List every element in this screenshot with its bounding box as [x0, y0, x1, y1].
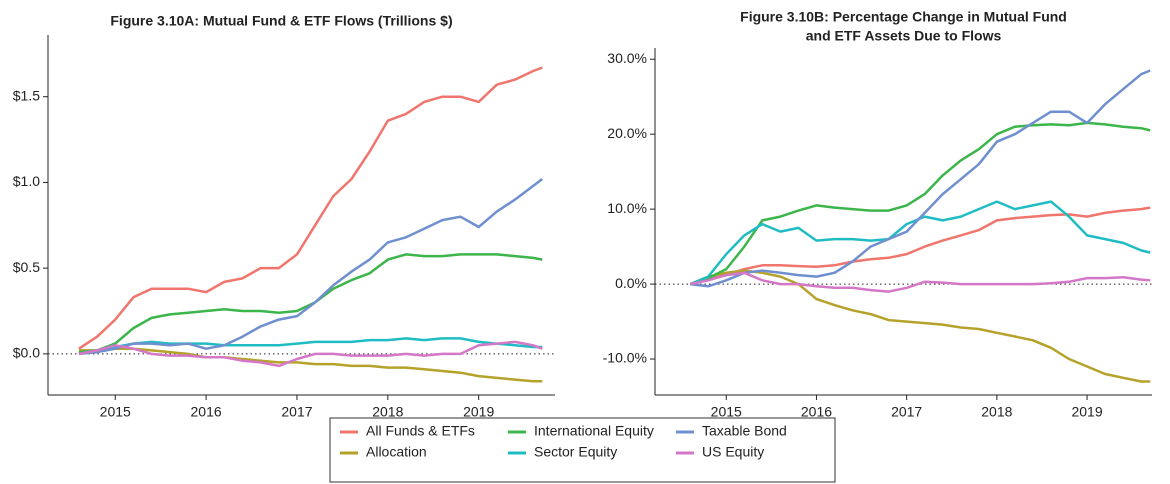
- series-line: [689, 200, 1151, 286]
- x-tick-label: 2019: [1071, 404, 1102, 420]
- x-tick-label: 2015: [100, 404, 131, 420]
- y-tick-label: $0.5: [13, 259, 40, 275]
- legend-box: [329, 417, 836, 483]
- legend-label: Allocation: [366, 444, 427, 460]
- legend-label: Taxable Bond: [702, 423, 787, 439]
- x-tick-label: 2015: [711, 404, 742, 420]
- y-tick-label: $0.0: [13, 345, 40, 361]
- x-tick-label: 2017: [281, 404, 312, 420]
- chart-title: and ETF Assets Due to Flows: [806, 28, 1002, 44]
- series-line: [690, 69, 1151, 288]
- series-line: [78, 340, 543, 368]
- chart-title: Figure 3.10B: Percentage Change in Mutua…: [740, 9, 1067, 25]
- series-line: [78, 337, 543, 356]
- y-tick-label: 10.0%: [607, 200, 647, 216]
- x-tick-label: 2016: [191, 404, 222, 420]
- y-tick-label: $1.0: [13, 173, 40, 189]
- y-tick-label: 20.0%: [607, 125, 647, 141]
- series-line: [78, 347, 543, 383]
- series-line: [689, 206, 1151, 286]
- series-line: [689, 269, 1151, 383]
- legend-label: Sector Equity: [534, 444, 617, 460]
- x-tick-label: 2018: [981, 404, 1012, 420]
- series-line: [78, 253, 543, 354]
- legend-label: US Equity: [702, 444, 764, 460]
- y-tick-label: 0.0%: [615, 275, 647, 291]
- x-tick-label: 2016: [801, 404, 832, 420]
- series-line: [689, 121, 1151, 286]
- x-tick-label: 2018: [372, 404, 403, 420]
- series-line: [78, 178, 544, 356]
- chart-title: Figure 3.10A: Mutual Fund & ETF Flows (T…: [110, 13, 452, 29]
- y-tick-label: -10.0%: [603, 350, 647, 366]
- x-tick-label: 2019: [463, 404, 494, 420]
- legend-label: All Funds & ETFs: [366, 423, 475, 439]
- y-tick-label: 30.0%: [607, 50, 647, 66]
- x-tick-label: 2017: [891, 404, 922, 420]
- y-tick-label: $1.5: [13, 87, 40, 103]
- series-line: [78, 66, 543, 350]
- series-line: [689, 271, 1151, 293]
- legend-label: International Equity: [534, 423, 654, 439]
